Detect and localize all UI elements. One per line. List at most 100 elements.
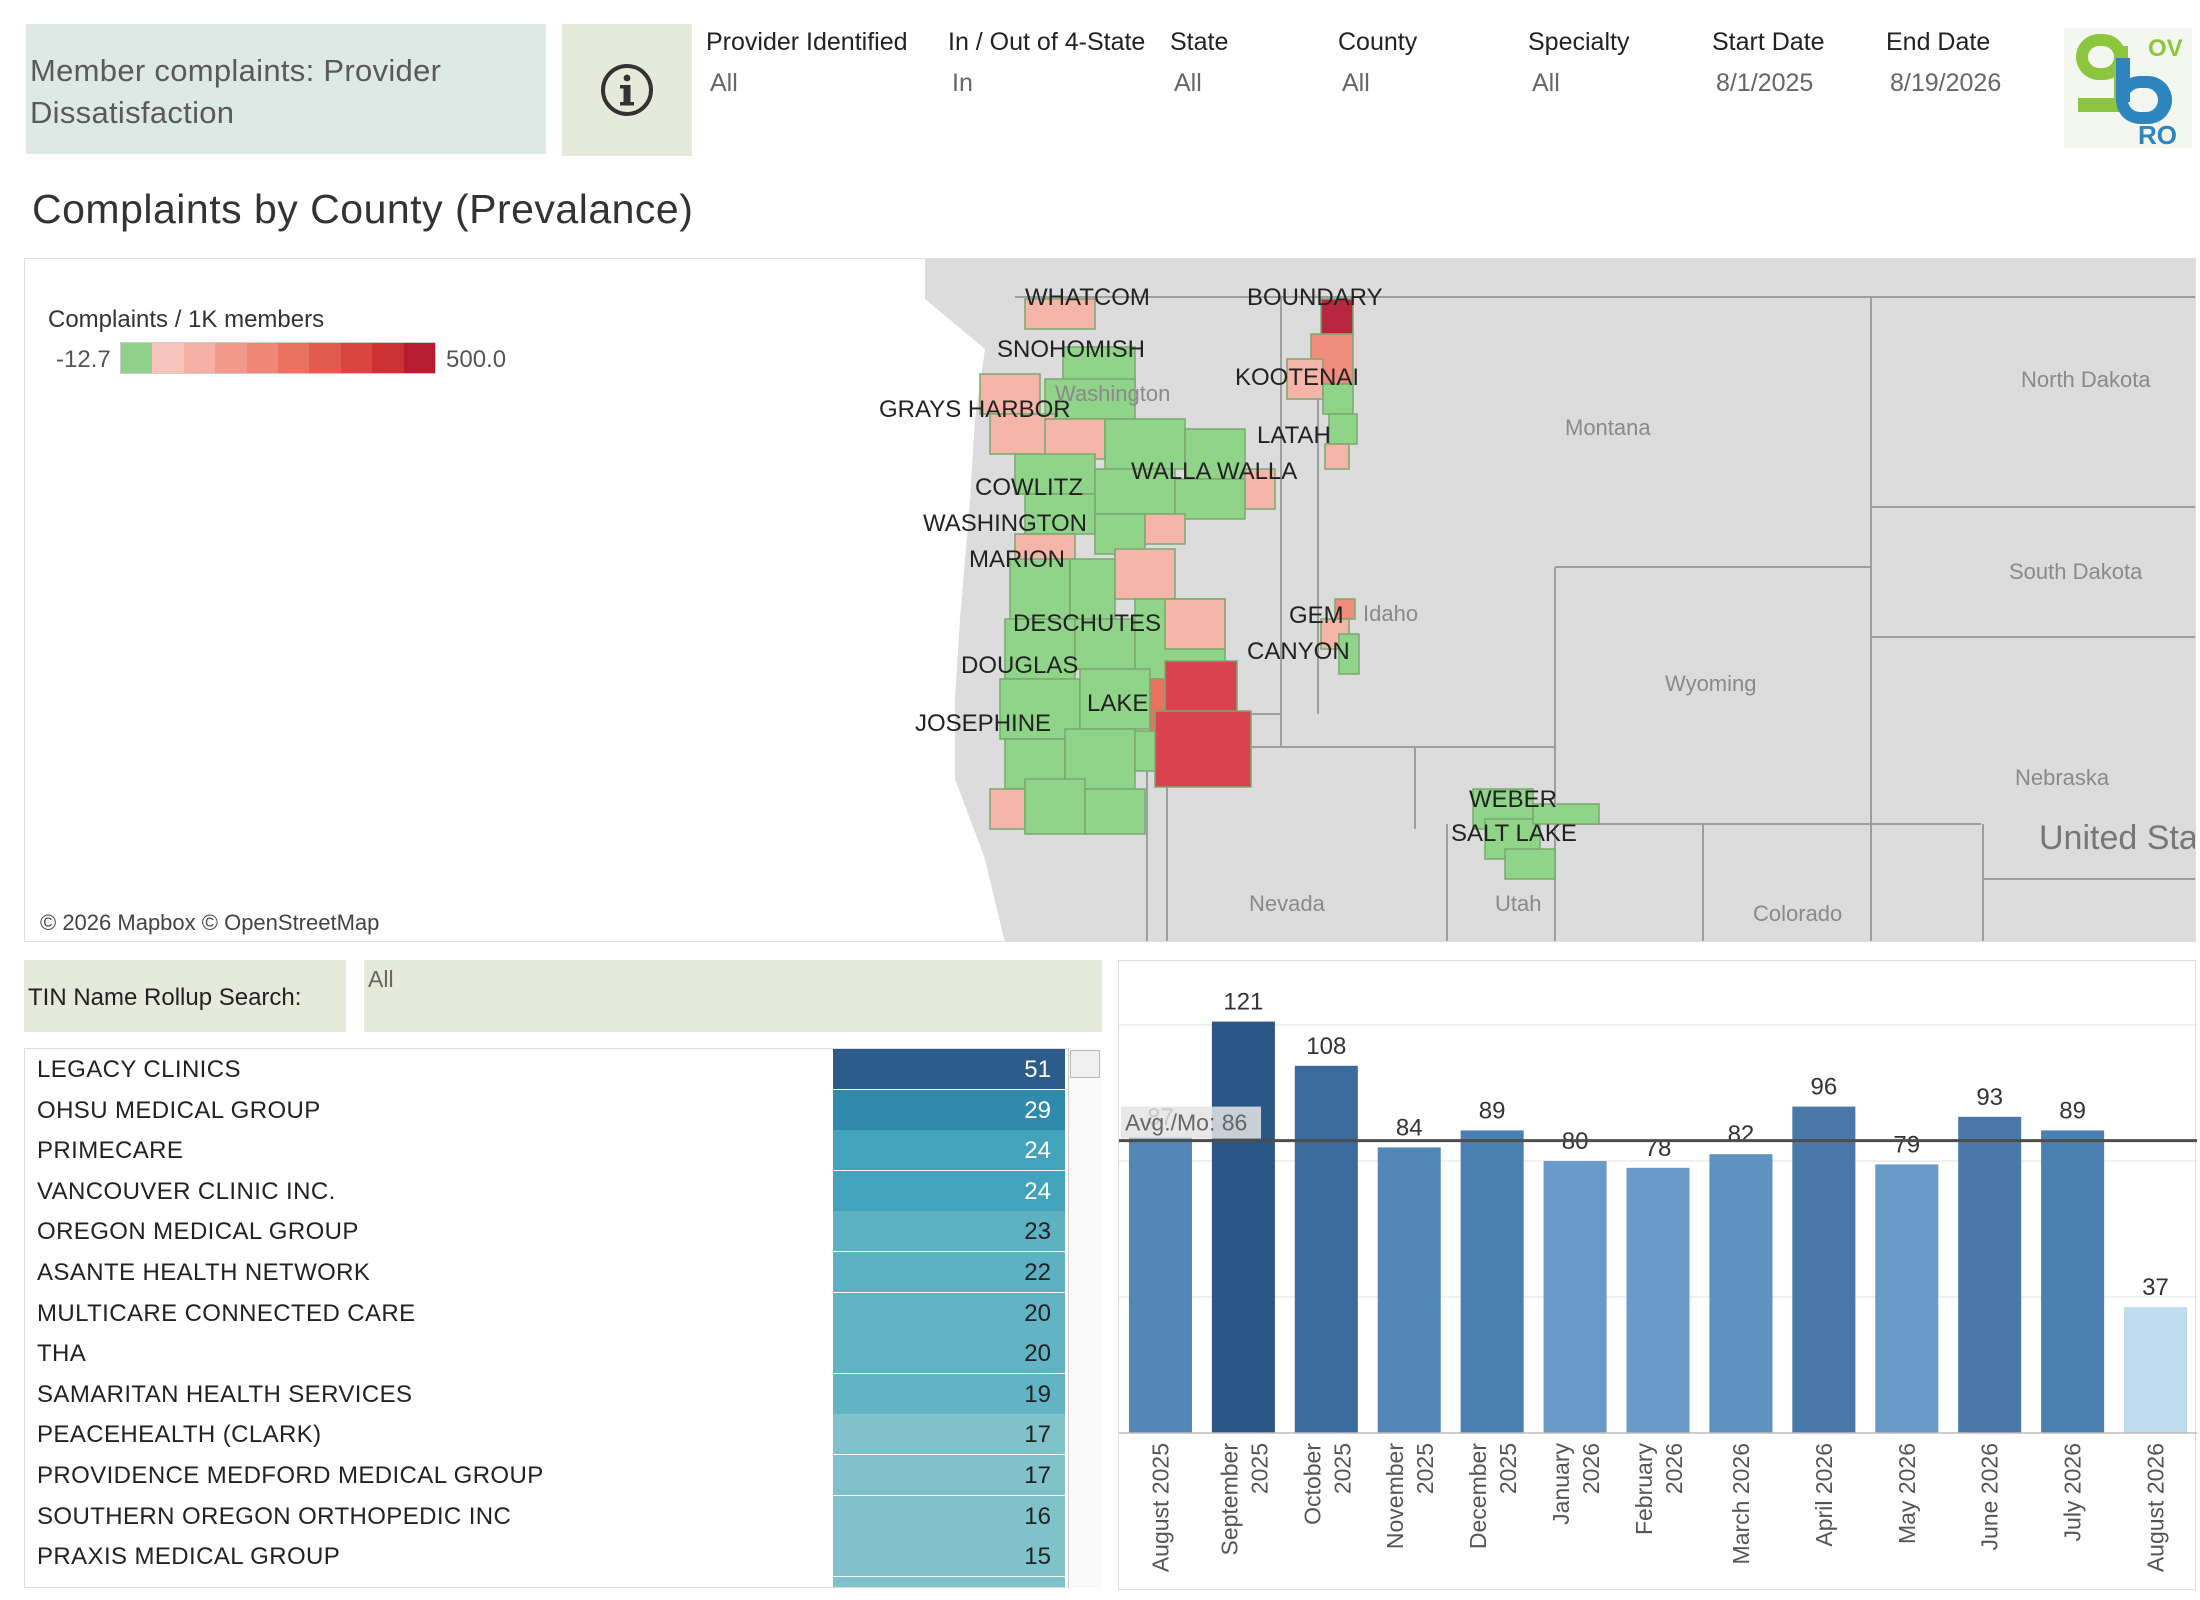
tin-row[interactable]: THA 20	[25, 1333, 1065, 1374]
bar-3[interactable]	[1294, 1065, 1358, 1433]
filter-value[interactable]: All	[1174, 69, 1202, 97]
tin-list[interactable]: LEGACY CLINICS 51 OHSU MEDICAL GROUP 29 PRIM…	[24, 1048, 1102, 1588]
x-tick-label: 2025	[1495, 1443, 1521, 1494]
filter-start-date[interactable]: Start Date 8/1/2025	[1712, 28, 1825, 98]
filter-label: State	[1170, 28, 1229, 56]
x-tick-label: 2026	[1578, 1443, 1604, 1494]
county-label: COWLITZ	[975, 474, 1083, 501]
legend-swatch	[403, 343, 436, 373]
county-label: WEBER	[1469, 786, 1557, 813]
state-label: Wyoming	[1665, 671, 1757, 696]
bar-6[interactable]	[1543, 1161, 1607, 1433]
tin-name: OREGON MEDICAL GROUP	[37, 1218, 359, 1246]
bar-value-label: 89	[2059, 1097, 2086, 1124]
map-attribution[interactable]: © 2026 Mapbox © OpenStreetMap	[40, 910, 380, 935]
filter-value[interactable]: All	[1532, 69, 1560, 97]
country-label: United States	[2039, 819, 2196, 857]
tin-count-value: 29	[1024, 1096, 1051, 1124]
bar-13[interactable]	[2124, 1307, 2188, 1433]
legend-swatch	[372, 343, 404, 373]
legend-title: Complaints / 1K members	[48, 306, 325, 333]
tin-row[interactable]: ASANTE HEALTH NETWORK 22	[25, 1252, 1065, 1292]
tin-count-bar: 15	[833, 1536, 1065, 1577]
logo-text-top: OV	[2148, 35, 2183, 62]
tin-search-input[interactable]: All	[364, 960, 1102, 1032]
bar-1[interactable]	[1128, 1137, 1192, 1433]
tin-name: VANCOUVER CLINIC INC.	[37, 1177, 336, 1205]
x-tick-label: 2025	[1329, 1443, 1355, 1494]
tin-count-bar: 29	[833, 1089, 1065, 1130]
filter-label: Specialty	[1528, 28, 1630, 56]
state-label: Colorado	[1753, 901, 1842, 926]
bar-7[interactable]	[1626, 1167, 1690, 1433]
map-title: Complaints by County (Prevalance)	[32, 186, 694, 232]
state-label: Utah	[1495, 891, 1541, 916]
county-label: BOUNDARY	[1247, 284, 1383, 311]
bar-value-label: 79	[1893, 1131, 1920, 1158]
tin-count-bar: 22	[833, 1252, 1065, 1292]
state-label: Nevada	[1249, 891, 1326, 916]
logo: OV RO	[2064, 28, 2192, 150]
tin-count-value: 16	[1024, 1502, 1051, 1530]
tin-row[interactable]: UW MEDICINE 15	[25, 1576, 1065, 1587]
filter-value[interactable]: All	[1342, 69, 1370, 97]
state-label: North Dakota	[2021, 367, 2151, 392]
filter-provider-identified[interactable]: Provider Identified All	[706, 28, 908, 98]
bar-5[interactable]	[1460, 1130, 1524, 1433]
filter-end-date[interactable]: End Date 8/19/2026	[1886, 28, 2001, 98]
info-button[interactable]	[562, 24, 692, 156]
filter-in-out-4-state[interactable]: In / Out of 4-State In	[948, 28, 1145, 98]
county-label: WALLA WALLA	[1131, 458, 1297, 485]
logo-text-bottom: RO	[2138, 120, 2177, 148]
scrollbar-thumb[interactable]	[1070, 1050, 1100, 1078]
bar-8[interactable]	[1709, 1154, 1773, 1433]
county-label: MARION	[969, 546, 1065, 573]
bar-9[interactable]	[1792, 1106, 1856, 1433]
bar-10[interactable]	[1875, 1164, 1939, 1433]
tin-count-bar: 24	[833, 1130, 1065, 1171]
filter-value[interactable]: 8/1/2025	[1716, 69, 1814, 97]
tin-count-value: 15	[1024, 1543, 1051, 1571]
bar-11[interactable]	[1958, 1116, 2022, 1433]
filter-county[interactable]: County All	[1338, 28, 1417, 98]
bar-12[interactable]	[2041, 1130, 2105, 1433]
tin-row[interactable]: PRAXIS MEDICAL GROUP 15	[25, 1536, 1065, 1577]
filter-state[interactable]: State All	[1170, 28, 1228, 98]
bar-2[interactable]	[1211, 1021, 1275, 1433]
filter-label: Provider Identified	[706, 28, 908, 56]
state-label: South Dakota	[2009, 559, 2143, 584]
tin-row[interactable]: PROVIDENCE MEDFORD MEDICAL GROUP 17	[25, 1455, 1065, 1495]
tin-row[interactable]: LEGACY CLINICS 51	[25, 1049, 1065, 1089]
bar-value-label: 93	[1976, 1084, 2003, 1111]
tin-row[interactable]: PRIMECARE 24	[25, 1130, 1065, 1171]
bar-value-label: 96	[1810, 1074, 1837, 1101]
tin-row[interactable]: PEACEHEALTH (CLARK) 17	[25, 1414, 1065, 1455]
filter-specialty[interactable]: Specialty All	[1528, 28, 1629, 98]
filter-value[interactable]: 8/19/2026	[1890, 69, 2002, 97]
tin-name: PROVIDENCE MEDFORD MEDICAL GROUP	[37, 1462, 544, 1489]
county-label: WASHINGTON	[923, 510, 1087, 537]
bar-4[interactable]	[1377, 1147, 1441, 1433]
tin-count-bar: 24	[833, 1170, 1065, 1211]
tin-name: PRAXIS MEDICAL GROUP	[37, 1543, 341, 1571]
tin-row[interactable]: SOUTHERN OREGON ORTHOPEDIC INC 16	[25, 1495, 1065, 1536]
filter-value[interactable]: In	[952, 69, 973, 97]
tin-name: PEACEHEALTH (CLARK)	[37, 1421, 322, 1449]
tin-row[interactable]: MULTICARE CONNECTED CARE 20	[25, 1292, 1065, 1333]
tin-count-value: 51	[1024, 1056, 1051, 1083]
legend-swatch	[215, 343, 247, 373]
tin-count-value: 15	[1024, 1584, 1051, 1587]
county-label: LAKE	[1087, 690, 1148, 717]
tin-row[interactable]: VANCOUVER CLINIC INC. 24	[25, 1170, 1065, 1211]
tin-row[interactable]: SAMARITAN HEALTH SERVICES 19	[25, 1373, 1065, 1414]
tin-list-scrollbar[interactable]	[1068, 1048, 1102, 1588]
x-tick-label: September	[1216, 1443, 1242, 1556]
legend-swatch	[340, 343, 373, 373]
filter-label: Start Date	[1712, 28, 1825, 56]
filter-value[interactable]: All	[710, 69, 738, 97]
tin-row[interactable]: OREGON MEDICAL GROUP 23	[25, 1211, 1065, 1252]
tin-count-value: 24	[1024, 1137, 1051, 1165]
county-label: GEM	[1289, 602, 1344, 629]
tin-row[interactable]: OHSU MEDICAL GROUP 29	[25, 1089, 1065, 1130]
tin-search-label: TIN Name Rollup Search:	[24, 960, 346, 1032]
